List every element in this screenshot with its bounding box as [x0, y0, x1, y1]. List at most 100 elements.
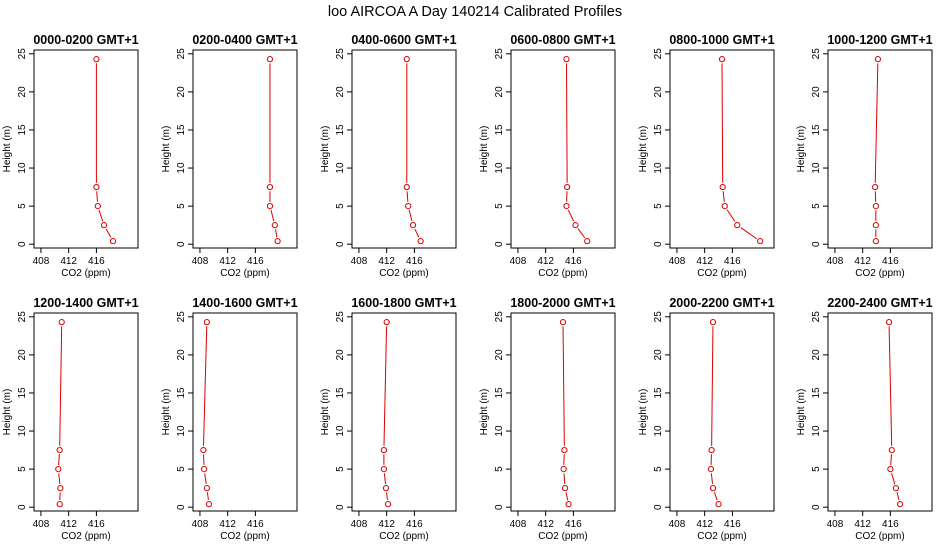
y-tick-label: 20: [17, 86, 28, 98]
y-tick-label: 15: [811, 124, 822, 136]
y-tick-label: 20: [335, 86, 346, 98]
x-tick-label: 412: [60, 256, 77, 267]
x-tick-label: 408: [33, 519, 50, 530]
data-point: [562, 447, 567, 452]
y-tick-label: 15: [653, 124, 664, 136]
plot-frame: [828, 313, 932, 511]
profile-line-segment: [205, 473, 207, 484]
profile-line-segment: [59, 454, 60, 465]
y-tick-label: 20: [494, 86, 505, 98]
x-tick-label: 412: [696, 519, 713, 530]
y-tick-label: 5: [335, 203, 346, 209]
x-tick-label: 408: [192, 519, 209, 530]
y-tick-label: 20: [176, 349, 187, 361]
y-tick-label: 25: [494, 311, 505, 323]
panel-title: 1800-2000 GMT+1: [510, 296, 615, 310]
y-tick-label: 10: [653, 162, 664, 174]
data-point: [889, 447, 894, 452]
data-point: [201, 467, 206, 472]
x-tick-label: 408: [351, 256, 368, 267]
data-point: [110, 239, 115, 244]
profile-line-segment: [271, 210, 274, 221]
x-axis-label: CO2 (ppm): [697, 268, 746, 279]
y-tick-label: 0: [176, 241, 187, 247]
x-axis-label: CO2 (ppm): [220, 531, 269, 542]
data-point: [406, 204, 411, 209]
x-tick-label: 416: [882, 519, 899, 530]
data-point: [565, 184, 570, 189]
data-point: [875, 57, 880, 62]
y-tick-label: 0: [335, 504, 346, 510]
data-point: [758, 239, 763, 244]
x-tick-label: 412: [854, 256, 871, 267]
data-point: [206, 502, 211, 507]
y-tick-label: 20: [811, 86, 822, 98]
x-tick-label: 412: [219, 256, 236, 267]
data-point: [385, 502, 390, 507]
x-tick-label: 408: [510, 256, 527, 267]
figure-title: loo AIRCOA A Day 140214 Calibrated Profi…: [328, 4, 622, 20]
y-tick-label: 25: [494, 48, 505, 60]
profile-line-segment: [897, 492, 899, 500]
x-tick-label: 412: [537, 519, 554, 530]
data-point: [381, 467, 386, 472]
profile-line-segment: [99, 210, 103, 221]
y-axis-label: Height (m): [2, 389, 13, 436]
profile-line-segment: [891, 454, 892, 465]
y-tick-label: 25: [811, 311, 822, 323]
y-tick-label: 5: [176, 203, 187, 209]
profile-line-segment: [566, 63, 567, 183]
x-tick-label: 412: [696, 256, 713, 267]
y-axis-label: Height (m): [479, 126, 490, 173]
y-axis-label: Height (m): [320, 389, 331, 436]
y-tick-label: 10: [811, 162, 822, 174]
x-axis-label: CO2 (ppm): [61, 531, 110, 542]
y-axis-label: Height (m): [320, 126, 331, 173]
panel-title: 2200-2400 GMT+1: [827, 296, 932, 310]
data-point: [267, 204, 272, 209]
data-point: [873, 184, 878, 189]
data-point: [94, 184, 99, 189]
profile-line-segment: [106, 229, 111, 238]
profile-line-segment: [714, 492, 717, 500]
y-tick-label: 10: [17, 162, 28, 174]
x-tick-label: 408: [510, 519, 527, 530]
y-tick-label: 15: [17, 124, 28, 136]
panel-title: 0200-0400 GMT+1: [192, 33, 297, 47]
y-tick-label: 25: [653, 48, 664, 60]
x-tick-label: 412: [60, 519, 77, 530]
x-tick-label: 408: [827, 519, 844, 530]
data-point: [267, 57, 272, 62]
data-point: [898, 502, 903, 507]
data-point: [573, 223, 578, 228]
y-tick-label: 10: [653, 425, 664, 437]
x-axis-label: CO2 (ppm): [697, 531, 746, 542]
panel-title: 1000-1200 GMT+1: [827, 33, 932, 47]
y-axis-label: Height (m): [2, 126, 13, 173]
data-point: [735, 223, 740, 228]
x-tick-label: 416: [406, 256, 423, 267]
x-tick-label: 416: [724, 519, 741, 530]
panel-title: 0800-1000 GMT+1: [669, 33, 774, 47]
y-axis-label: Height (m): [796, 389, 807, 436]
x-tick-label: 412: [378, 256, 395, 267]
y-tick-label: 20: [811, 349, 822, 361]
profile-line-segment: [723, 191, 724, 202]
x-axis-label: CO2 (ppm): [538, 268, 587, 279]
x-tick-label: 416: [247, 256, 264, 267]
profile-line-segment: [407, 191, 408, 202]
plot-frame: [193, 313, 297, 511]
y-tick-label: 0: [811, 241, 822, 247]
y-axis-label: Height (m): [161, 126, 172, 173]
x-tick-label: 412: [219, 519, 236, 530]
data-point: [57, 447, 62, 452]
x-tick-label: 416: [247, 519, 264, 530]
